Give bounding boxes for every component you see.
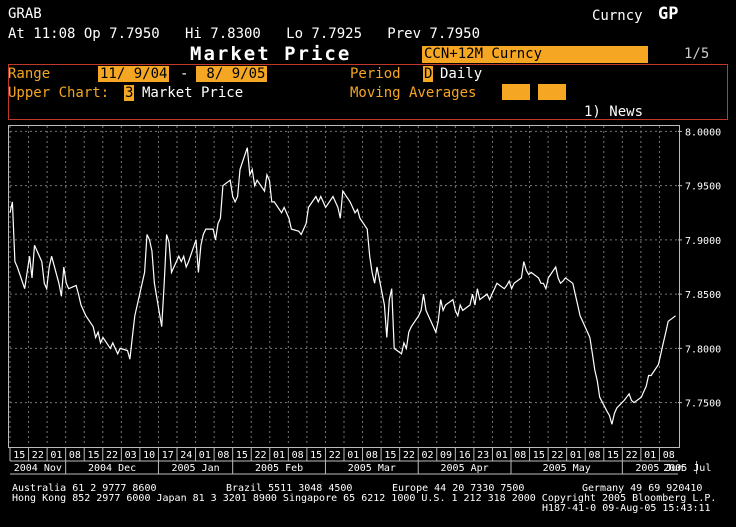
footer-australia: Australia 61 2 9777 8600 xyxy=(12,483,157,494)
x-tick-label: 08 xyxy=(366,450,378,461)
x-tick-label: 22 xyxy=(106,450,118,461)
footer-europe: Europe 44 20 7330 7500 xyxy=(392,483,525,494)
plot-frame xyxy=(8,125,680,448)
x-tick-label: 01 xyxy=(50,450,62,461)
range-separator: - xyxy=(180,66,189,82)
x-tick-label: 22 xyxy=(329,450,341,461)
x-tick-label: 02 xyxy=(421,450,433,461)
x-tick-label: 16 xyxy=(459,450,471,461)
x-tick-label: 01 xyxy=(644,450,656,461)
y-tick-label: 7.9000 xyxy=(685,236,721,247)
x-tick-label: 15 xyxy=(236,450,248,461)
x-tick-label: 17 xyxy=(162,450,174,461)
range-label: Range xyxy=(8,66,51,82)
period-code-input[interactable]: D xyxy=(423,66,434,82)
month-label: 2004 Dec xyxy=(88,463,136,474)
x-tick-label: 08 xyxy=(69,450,81,461)
x-tick-label: 08 xyxy=(217,450,229,461)
upper-chart-label: Upper Chart: xyxy=(8,85,110,101)
y-tick-label: 7.7500 xyxy=(685,399,721,410)
security-label: Curncy xyxy=(592,8,643,24)
quote-line: At 11:08 Op 7.7950 Hi 7.8300 Lo 7.7925 P… xyxy=(8,26,481,42)
x-tick-label: 15 xyxy=(310,450,322,461)
period-value: Daily xyxy=(440,66,483,82)
month-label: 2005 Feb xyxy=(255,463,303,474)
x-tick-label: 03 xyxy=(125,450,137,461)
x-tick-label: 08 xyxy=(663,450,675,461)
x-tick-label: 22 xyxy=(626,450,638,461)
y-tick-label: 7.9500 xyxy=(685,182,721,193)
x-tick-label: 01 xyxy=(570,450,582,461)
x-tick-label: 23 xyxy=(477,450,489,461)
x-tick-label: 09 xyxy=(440,450,452,461)
function-code: GP xyxy=(658,4,679,24)
price-line xyxy=(9,147,676,425)
moving-averages-label: Moving Averages xyxy=(350,85,477,101)
footer-germany: Germany 49 69 920410 xyxy=(582,483,703,494)
moving-average-1-input[interactable] xyxy=(502,84,530,100)
x-tick-label: 15 xyxy=(87,450,99,461)
page-title: Market Price xyxy=(190,43,352,65)
controls-panel xyxy=(8,64,728,120)
x-tick-label: 15 xyxy=(13,450,25,461)
x-tick-label: 15 xyxy=(533,450,545,461)
month-label: 2005 Mar xyxy=(348,463,396,474)
month-label: 2005 May xyxy=(543,463,591,474)
period-label: Period xyxy=(350,66,401,82)
footer-brazil: Brazil 5511 3048 4500 xyxy=(226,483,353,494)
news-link[interactable]: 1) News xyxy=(584,104,644,120)
x-tick-label: 22 xyxy=(254,450,266,461)
x-tick-label: 08 xyxy=(514,450,526,461)
x-tick-label: 24 xyxy=(180,450,192,461)
x-tick-label: 01 xyxy=(347,450,359,461)
y-tick-label: 7.8000 xyxy=(685,344,721,355)
range-start-input[interactable]: 11/ 9/04 xyxy=(98,66,170,82)
y-tick-label: 8.0000 xyxy=(685,127,721,138)
x-tick-label: 10 xyxy=(143,450,155,461)
page-indicator: 1/5 xyxy=(684,46,710,62)
x-tick-label: 22 xyxy=(551,450,563,461)
month-label: 2005 Jan xyxy=(171,463,219,474)
x-tick-label: 01 xyxy=(496,450,508,461)
upper-chart-value: Market Price xyxy=(142,85,244,101)
footer-timestamp: H187-41-0 09-Aug-05 15:43:11 xyxy=(542,503,711,514)
x-tick-label: 22 xyxy=(403,450,415,461)
moving-average-2-input[interactable] xyxy=(538,84,566,100)
security-input[interactable]: CCN+12M Curncy xyxy=(422,46,648,63)
month-label: 2005 Jun xyxy=(635,463,683,474)
x-tick-label: 22 xyxy=(32,450,44,461)
x-tick-label: 15 xyxy=(384,450,396,461)
month-label: 2005 Jul xyxy=(663,463,711,474)
y-tick-label: 7.8500 xyxy=(685,290,721,301)
range-end-input[interactable]: 8/ 9/05 xyxy=(196,66,268,82)
ticker-label: GRAB xyxy=(8,6,42,22)
month-label: 2004 Nov xyxy=(14,463,62,474)
footer-phones: Hong Kong 852 2977 6000 Japan 81 3 3201 … xyxy=(12,493,717,504)
x-tick-label: 15 xyxy=(607,450,619,461)
x-tick-label: 08 xyxy=(588,450,600,461)
x-tick-label: 01 xyxy=(273,450,285,461)
month-label: 2005 Apr xyxy=(441,463,489,474)
x-tick-label: 08 xyxy=(292,450,304,461)
upper-chart-code-input[interactable]: 3 xyxy=(124,85,135,101)
x-tick-label: 01 xyxy=(199,450,211,461)
